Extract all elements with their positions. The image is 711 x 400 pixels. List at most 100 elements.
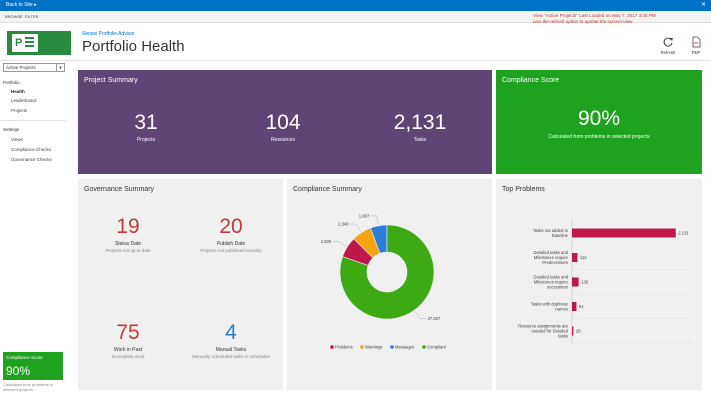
gov-work-in-past-value: 75 — [116, 321, 140, 344]
donut-slice-compliant — [339, 224, 435, 320]
governance-summary-title: Governance Summary — [84, 186, 155, 193]
compliance-score-value: 90% — [577, 107, 621, 130]
chevron-down-icon: ▼ — [56, 64, 64, 71]
bar-value-label: 2,131 — [678, 231, 689, 236]
refresh-label: Refresh — [660, 50, 676, 55]
view-select[interactable]: Active Projects ▼ — [3, 63, 65, 72]
donut-leader-line — [350, 223, 362, 232]
bar-category-label: Detailed tasks and Milestones require Pred… — [534, 250, 569, 265]
stat-tasks-label: Tasks — [413, 137, 427, 143]
donut-value-label: 27,827 — [428, 316, 441, 321]
sidebar-item-projects[interactable]: Projects — [11, 108, 28, 113]
stat-resources-label: Resources — [271, 137, 295, 143]
legend-label-warnings: Warnings — [365, 345, 383, 350]
top-problems-panel: Top Problems 2,131 Tasks not added to Base… — [496, 179, 702, 390]
gov-manual-tasks-sub: Manually scheduled tasks in schedules — [192, 354, 270, 359]
legend-swatch-problems — [330, 345, 334, 349]
mini-compliance-score: Compliance Score 90% — [3, 352, 63, 380]
donut-leader-line — [370, 215, 379, 225]
stat-projects-value: 31 — [134, 111, 158, 134]
sidebar-section-portfolio: Portfolio — [3, 80, 20, 85]
mini-compliance-caption: Calculated from problems in selected pro… — [3, 382, 53, 392]
sidebar-item-health[interactable]: Health — [11, 89, 25, 94]
gov-status-date: 19 Status Date Projects not up to date — [83, 215, 173, 254]
pdf-label: PDF — [691, 50, 701, 55]
compliance-score-title: Compliance Score — [502, 77, 560, 84]
sidebar-item-leaderboard[interactable]: Leaderboard — [11, 98, 37, 103]
top-bar: Back to Site ▸ ✕ — [0, 0, 711, 11]
donut-value-label: 2,500 — [321, 239, 332, 244]
refresh-hint-text: Use the refresh option to update the cur… — [533, 19, 633, 24]
sidebar — [0, 62, 72, 400]
stat-projects-label: Projects — [136, 137, 156, 143]
pdf-icon — [692, 36, 701, 48]
last-loaded-text: View "Active Projects" Last Loaded on Ma… — [533, 13, 656, 18]
legend-label-problems: Problems — [335, 345, 353, 350]
close-icon[interactable]: ✕ — [700, 2, 707, 8]
bar-tasks-with-duplicate-names — [572, 302, 577, 311]
bar-detailed-tasks-and-milestones-require-predecessors — [572, 253, 578, 262]
bar-category-label: Tasks with duplicate names — [531, 301, 569, 311]
refresh-icon — [663, 37, 673, 47]
bar-value-label: 28 — [576, 329, 581, 334]
donut-leader-line — [414, 310, 427, 319]
bar-value-label: 136 — [581, 280, 589, 285]
donut-value-label: 2,340 — [338, 222, 349, 227]
donut-leader-line — [332, 241, 347, 247]
bar-resource-assignments-are-needed-for-detailed-tasks — [572, 326, 574, 336]
refresh-button[interactable]: Refresh — [656, 33, 680, 59]
gov-publish-date-label: Publish Date — [216, 241, 246, 247]
top-problems-title: Top Problems — [502, 186, 545, 193]
page-header — [0, 23, 711, 61]
gov-publish-date-value: 20 — [219, 215, 243, 238]
bar-value-label: 112 — [580, 255, 587, 260]
sidebar-item-views[interactable]: Views — [11, 137, 23, 142]
bar-category-label: Resource assignments are needed for Detai… — [518, 323, 568, 338]
pdf-button[interactable]: PDF — [684, 33, 708, 59]
compliance-summary-panel: Compliance Summary 2,500 2,340 1,987 27,827… — [287, 179, 492, 390]
gov-publish-date-sub: Projects not published recently — [200, 248, 262, 253]
gov-work-in-past: 75 Work in Past Incomplete work — [83, 321, 173, 360]
gov-work-in-past-sub: Incomplete work — [111, 354, 145, 359]
back-to-site-link[interactable]: Back to Site ▸ — [6, 2, 37, 8]
gov-manual-tasks-value: 4 — [225, 321, 237, 344]
stat-tasks: 2,131 Tasks — [380, 112, 460, 144]
back-to-site-label: Back to Site — [6, 2, 33, 8]
stat-resources: 104 Resources — [243, 111, 323, 144]
legend-swatch-compliant — [422, 345, 426, 349]
gov-manual-tasks: 4 Manual Tasks Manually scheduled tasks … — [186, 321, 276, 360]
governance-summary-panel: Governance Summary 19 Status Date Projec… — [78, 179, 283, 390]
view-select-value: Active Projects — [6, 65, 36, 70]
sidebar-item-compliance-checks[interactable]: Compliance Checks — [11, 147, 52, 152]
sidebar-divider — [0, 120, 66, 121]
last-loaded-notice: View "Active Projects" Last Loaded on Ma… — [533, 13, 673, 25]
gov-work-in-past-label: Work in Past — [113, 347, 143, 353]
bar-value-label: 91 — [579, 304, 584, 309]
project-summary-panel: Project Summary 31 Projects 104 Resource… — [78, 70, 492, 174]
compliance-score-caption: Calculated from problems in selected pro… — [548, 134, 650, 140]
tab-filter[interactable]: FILTER — [25, 14, 39, 19]
compliance-donut-chart: 2,500 2,340 1,987 27,827 Problems Warnings Mes… — [321, 213, 447, 350]
bar-category-label: Detailed tasks and Milestones require succ… — [534, 274, 569, 289]
gov-publish-date: 20 Publish Date Projects not published r… — [186, 215, 276, 254]
mini-compliance-value: 90% — [6, 364, 31, 378]
tab-browse[interactable]: BROWSE — [5, 14, 23, 19]
bar-category-label: Tasks not added to Baseline — [533, 228, 569, 238]
gov-status-date-label: Status Date — [114, 241, 142, 247]
bar-tasks-not-added-to-baseline — [572, 228, 676, 238]
legend-swatch-warnings — [360, 345, 364, 349]
project-summary-title: Project Summary — [84, 77, 138, 84]
compliance-summary-title: Compliance Summary — [293, 186, 362, 193]
gov-manual-tasks-label: Manual Tasks — [215, 347, 247, 353]
gov-status-date-value: 19 — [116, 215, 140, 238]
legend-label-compliant: Compliant — [427, 345, 447, 350]
sidebar-item-governance-checks[interactable]: Governance Checks — [11, 157, 52, 162]
app-logo: P — [7, 31, 71, 55]
top-problems-bar-chart: 2,131 Tasks not added to Baseline 112 Detail… — [518, 219, 694, 344]
page-title: Portfolio Health — [82, 38, 185, 55]
ribbon: BROWSE FILTER — [0, 11, 711, 23]
project-logo-icon: P — [12, 34, 38, 52]
compliance-score-panel: Compliance Score 90% Calculated from pro… — [496, 70, 702, 174]
stat-resources-value: 104 — [265, 111, 301, 134]
legend-label-messages: Messages — [395, 345, 414, 350]
